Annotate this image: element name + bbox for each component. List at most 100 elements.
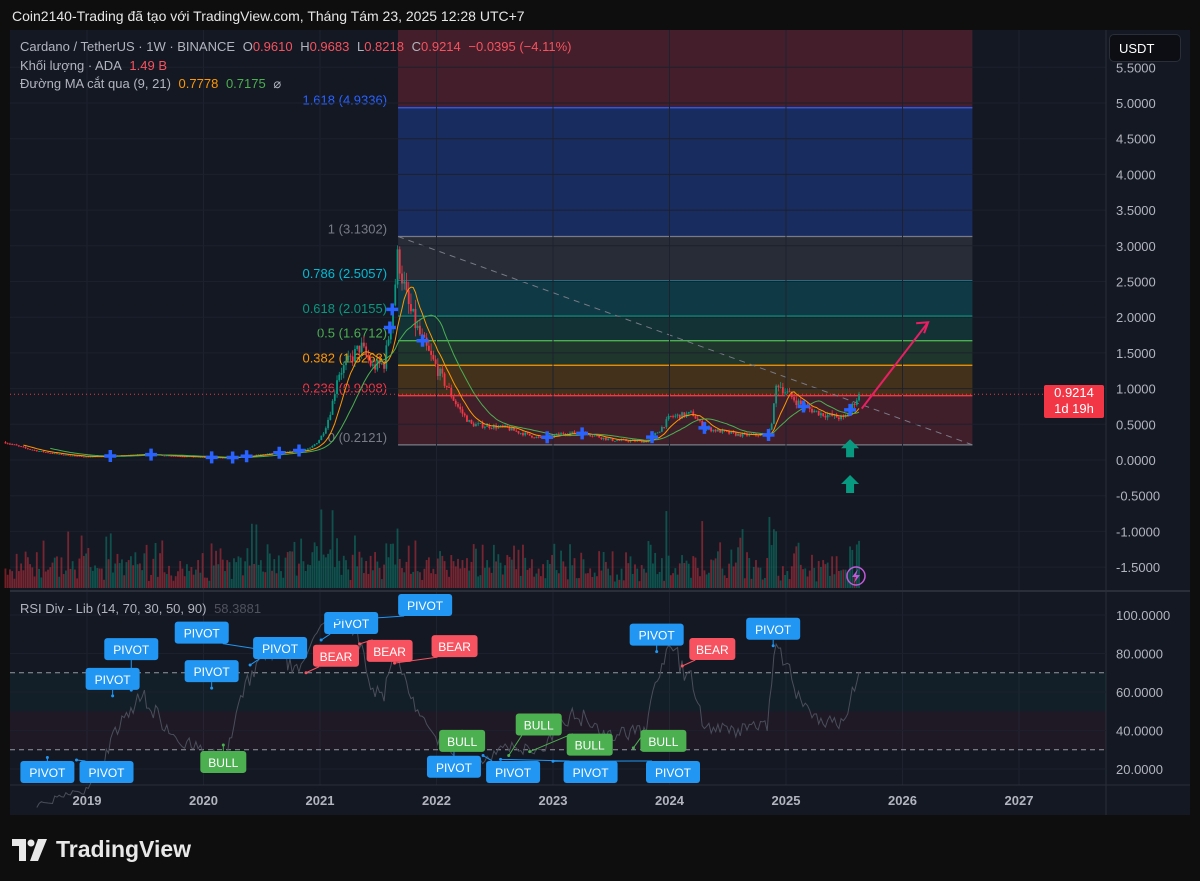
- volume-bars: [4, 509, 860, 588]
- rsi-tick: 40.0000: [1116, 724, 1163, 739]
- volume-bar: [766, 558, 769, 588]
- volume-bar: [488, 567, 491, 588]
- volume-bar: [535, 573, 538, 588]
- volume-bar: [631, 573, 634, 588]
- volume-bar: [342, 555, 345, 588]
- candle-body: [371, 364, 374, 366]
- candle-body: [692, 411, 695, 417]
- cross-marker-icon: [646, 431, 659, 444]
- candle-body: [87, 456, 90, 458]
- last-price-tag: 0.9214 1d 19h: [1044, 385, 1104, 418]
- volume-bar: [259, 560, 262, 588]
- candle-body: [183, 456, 186, 458]
- candle-body: [627, 440, 630, 442]
- candle-body: [732, 431, 735, 433]
- volume-bar: [768, 516, 771, 588]
- candle-body: [468, 420, 471, 422]
- volume-bar: [714, 558, 717, 588]
- currency-button[interactable]: USDT: [1109, 34, 1181, 62]
- candle-body: [526, 432, 529, 434]
- volume-label[interactable]: Khối lượng · ADA: [20, 58, 122, 73]
- change-value: −0.0395 (−4.11%): [468, 39, 572, 54]
- candle-body: [327, 419, 329, 429]
- time-tick: 2023: [539, 793, 568, 808]
- volume-bar: [85, 553, 88, 588]
- volume-bar: [775, 531, 778, 588]
- candle-body: [354, 348, 356, 362]
- candle-body: [26, 448, 29, 450]
- volume-bar: [658, 571, 661, 588]
- candle-body: [681, 412, 683, 419]
- volume-bar: [105, 536, 108, 588]
- volume-bar: [136, 564, 139, 588]
- candle-body: [613, 440, 616, 442]
- rsi-label-box: [366, 639, 413, 662]
- candle-body: [351, 356, 354, 362]
- volume-bar: [640, 565, 643, 588]
- candle-body: [858, 394, 860, 401]
- candle-body: [13, 444, 16, 446]
- volume-bar: [76, 578, 79, 588]
- candle-body: [29, 449, 31, 450]
- candle-body: [674, 415, 677, 417]
- time-tick: 2025: [772, 793, 801, 808]
- candle-body: [201, 456, 204, 458]
- volume-bar: [374, 552, 377, 588]
- volume-bar: [235, 562, 238, 588]
- volume-bar: [434, 574, 437, 588]
- volume-bar: [519, 575, 522, 588]
- rsi-legend: RSI Div - Lib (14, 70, 30, 50, 90) 58.38…: [20, 601, 265, 616]
- volume-bar: [779, 580, 782, 588]
- candle-body: [770, 423, 773, 430]
- volume-bar: [734, 562, 737, 588]
- chart-panel[interactable]: [10, 30, 1190, 815]
- rsi-label-text: BULL: [648, 735, 678, 749]
- volume-bar: [625, 552, 627, 588]
- volume-bar: [163, 572, 166, 588]
- volume-bar: [477, 576, 480, 588]
- volume-bar: [35, 552, 38, 588]
- volume-bar: [445, 569, 448, 588]
- candle-body: [450, 387, 453, 397]
- candle-body: [714, 429, 717, 432]
- rsi-label-box: [515, 713, 562, 736]
- cross-marker-icon: [576, 427, 589, 440]
- candle-body: [80, 456, 83, 457]
- candle-body: [466, 415, 468, 422]
- candle-body: [4, 442, 7, 444]
- volume-bar: [347, 569, 350, 588]
- volume-bar: [844, 569, 847, 588]
- symbol-name[interactable]: Cardano / TetherUS · 1W · BINANCE: [20, 39, 236, 54]
- volume-bar: [425, 560, 428, 588]
- rsi-tick: 60.0000: [1116, 685, 1163, 700]
- rsi-label-text: PIVOT: [495, 766, 532, 780]
- ma-hidden-icon[interactable]: ⌀: [273, 76, 282, 91]
- candle-body: [508, 427, 511, 431]
- rsi-label-pivot: PIVOT: [75, 758, 134, 783]
- volume-bar: [253, 563, 256, 588]
- volume-bar: [649, 544, 652, 588]
- rsi-label-pivot: PIVOT: [174, 621, 264, 652]
- volume-bar: [221, 559, 224, 588]
- rsi-label-text: PIVOT: [407, 599, 444, 613]
- candle-body: [504, 425, 506, 427]
- volume-bar: [656, 574, 659, 588]
- last-price: 0.9214: [1054, 385, 1094, 400]
- rsi-title[interactable]: RSI Div - Lib (14, 70, 30, 50, 90): [20, 601, 207, 616]
- volume-bar: [392, 543, 394, 588]
- rsi-label-pivot: PIVOT: [319, 612, 379, 642]
- time-tick: 2024: [655, 793, 685, 808]
- ma-label[interactable]: Đường MA cắt qua (9, 21): [20, 76, 171, 91]
- volume-bar: [250, 523, 253, 588]
- tradingview-logo[interactable]: TradingView: [12, 836, 191, 863]
- candle-body: [62, 454, 65, 456]
- rsi-label-text: PIVOT: [184, 627, 221, 641]
- volume-bar: [835, 556, 838, 588]
- candle-body: [454, 400, 457, 405]
- volume-bar: [293, 541, 296, 588]
- candle-body: [69, 455, 72, 457]
- candle-body: [497, 426, 500, 429]
- volume-bar: [822, 560, 825, 588]
- candle-body: [376, 359, 379, 370]
